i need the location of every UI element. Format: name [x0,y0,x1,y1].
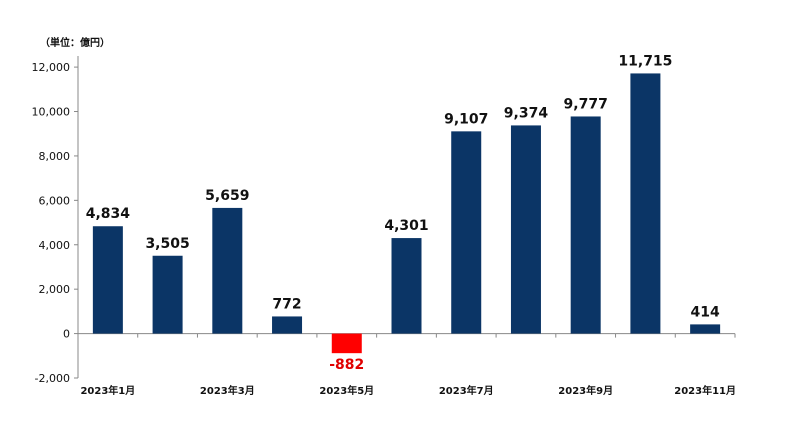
x-category-label: 2023年3月 [200,384,255,397]
bar [510,125,541,334]
bar-value-label: -882 [329,357,364,373]
y-tick-label: -2,000 [35,372,70,385]
y-tick-label: 2,000 [39,283,71,296]
bar [391,238,422,334]
bar [272,316,303,334]
bar-value-label: 9,777 [564,96,608,112]
unit-label: （単位：億円） [40,38,110,49]
bar [212,207,243,334]
x-category-label: 2023年1月 [80,384,135,397]
bar-value-label: 9,107 [444,111,488,127]
y-tick-label: 10,000 [32,106,71,119]
bar-value-label: 4,834 [86,206,131,222]
bar-value-label: 5,659 [205,188,249,204]
axes-group: -2,000 0 2,000 4,000 6,000 8,000 10,000 12,000 [32,56,736,385]
bar-value-label: 772 [272,296,301,312]
bar [451,131,482,334]
bars-group [92,73,721,354]
bar-value-label: 11,715 [618,53,672,69]
x-category-label: 2023年9月 [558,384,613,397]
bar [331,333,362,354]
y-tick-label: 12,000 [32,61,71,74]
y-tick-label: 4,000 [39,239,71,252]
labels-group: 2023年1月 2023年3月 2023年5月 2023年7月 2023年9月 2023年… [80,53,736,397]
x-category-label: 2023年5月 [319,384,374,397]
bar [152,255,183,334]
bar [92,226,123,334]
bar-value-label: 3,505 [145,236,189,252]
y-tick-label: 8,000 [39,150,71,163]
y-tick-label: 6,000 [39,194,71,207]
y-tick-label: 0 [63,328,70,341]
bar [630,73,661,334]
bar [570,116,601,334]
bar-value-label: 414 [691,304,720,320]
x-category-label: 2023年7月 [439,384,494,397]
bar-value-label: 9,374 [504,105,549,121]
bar-value-label: 4,301 [384,218,428,234]
x-category-label: 2023年11月 [674,384,736,397]
bar [690,324,721,334]
